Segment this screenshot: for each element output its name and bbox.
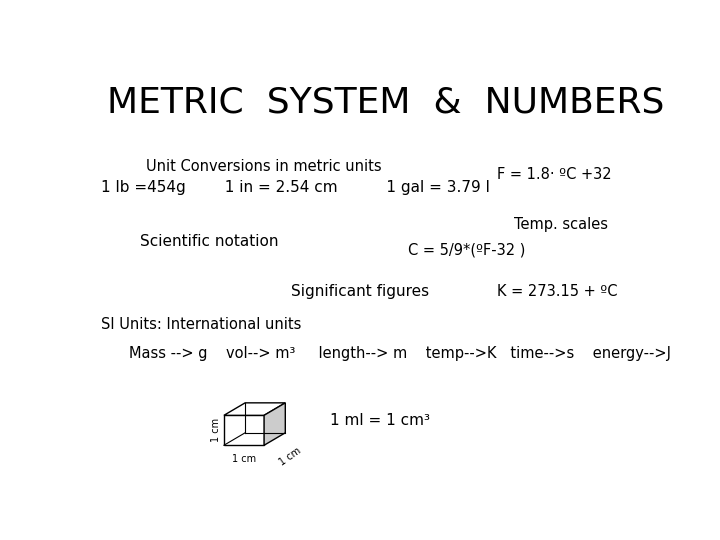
- Text: Significant figures: Significant figures: [291, 284, 429, 299]
- Polygon shape: [224, 415, 264, 445]
- Text: 1 ml = 1 cm³: 1 ml = 1 cm³: [330, 413, 430, 428]
- Text: Temp. scales: Temp. scales: [514, 218, 608, 232]
- Text: 1 cm: 1 cm: [277, 446, 303, 467]
- Text: 1 lb =454g        1 in = 2.54 cm          1 gal = 3.79 l: 1 lb =454g 1 in = 2.54 cm 1 gal = 3.79 l: [101, 180, 490, 195]
- Text: Unit Conversions in metric units: Unit Conversions in metric units: [145, 159, 382, 174]
- Text: Mass --> g    vol--> m³     length--> m    temp-->K   time-->s    energy-->J: Mass --> g vol--> m³ length--> m temp-->…: [129, 346, 671, 361]
- Polygon shape: [264, 403, 285, 445]
- Text: METRIC  SYSTEM  &  NUMBERS: METRIC SYSTEM & NUMBERS: [107, 85, 664, 119]
- Polygon shape: [224, 403, 285, 415]
- Text: SI Units: International units: SI Units: International units: [101, 317, 302, 332]
- Text: F = 1.8· ºC +32: F = 1.8· ºC +32: [498, 167, 612, 183]
- Text: 1 cm: 1 cm: [210, 418, 220, 442]
- Text: K = 273.15 + ºC: K = 273.15 + ºC: [498, 284, 618, 299]
- Text: 1 cm: 1 cm: [232, 454, 256, 464]
- Text: Scientific notation: Scientific notation: [140, 234, 279, 249]
- Text: C = 5/9*(ºF-32 ): C = 5/9*(ºF-32 ): [408, 242, 526, 258]
